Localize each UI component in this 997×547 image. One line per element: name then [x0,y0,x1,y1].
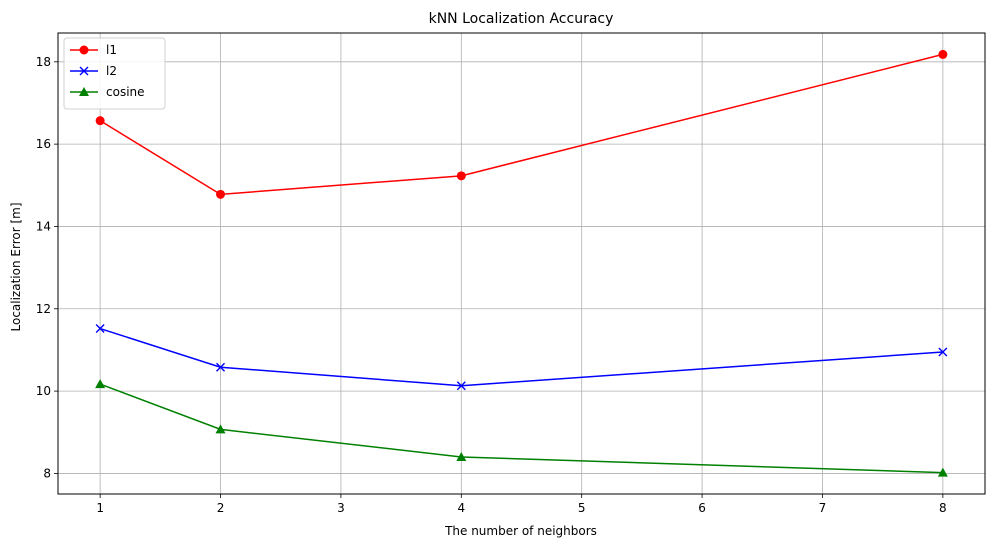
legend-label: cosine [106,85,145,99]
series-line-l1 [99,53,944,196]
plot-frame [57,32,986,495]
x-tick-label: 4 [457,501,465,515]
data-point-cosine [937,467,948,477]
data-point-l1 [456,171,466,181]
x-tick-label: 2 [217,501,225,515]
legend-label: l1 [106,43,117,57]
legend-item-l1: l1 [70,43,117,57]
legend-item-cosine: cosine [70,85,145,99]
data-point-cosine [95,379,106,389]
x-tick-label: 6 [698,501,706,515]
chart-title: kNN Localization Accuracy [429,11,614,27]
grid-lines [58,33,985,494]
legend: l1 l2 cosine [63,37,166,110]
series-l2 [95,324,948,391]
x-axis-title: The number of neighbors [444,524,597,538]
y-axis-title: Localization Error [m] [9,202,23,331]
y-tick-label: 14 [36,219,51,233]
legend-marker-l2 [79,66,89,76]
legend-item-l2: l2 [70,64,117,78]
legend-marker-cosine [79,87,89,96]
data-point-l2 [95,324,105,334]
y-tick-label: 10 [36,384,51,398]
legend-marker-l1 [79,45,89,55]
x-tick-label: 1 [96,501,104,515]
data-point-cosine [456,451,467,461]
data-point-l2 [456,381,466,391]
legend-label: l2 [106,64,117,78]
y-tick-label: 18 [36,55,51,69]
y-tick-label: 12 [36,302,51,316]
data-point-l1 [938,49,948,59]
series-line-l2 [99,327,943,387]
series-l1 [95,49,948,199]
x-tick-label: 5 [578,501,586,515]
x-tick-label: 7 [819,501,827,515]
y-tick-label: 16 [36,137,51,151]
data-point-l1 [216,189,226,199]
data-point-l2 [216,362,226,372]
series-line-cosine [99,383,943,474]
x-tick-label: 3 [337,501,345,515]
series-layer [95,49,948,477]
x-tick-label: 8 [939,501,947,515]
data-point-l2 [938,347,948,357]
series-cosine [95,379,948,477]
y-tick-label: 8 [43,466,51,480]
data-point-cosine [215,424,226,434]
data-point-l1 [95,116,105,126]
